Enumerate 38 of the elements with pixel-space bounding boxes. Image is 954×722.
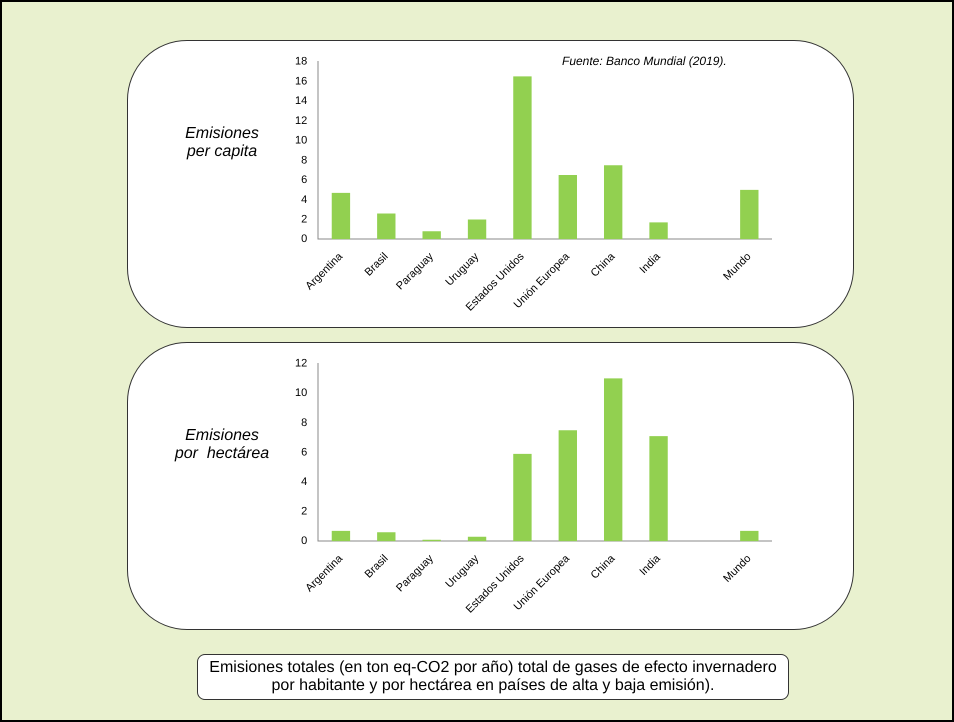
y-tick-label: 14 — [294, 95, 308, 108]
y-tick-label: 10 — [294, 387, 308, 400]
bar — [649, 436, 668, 542]
bar — [468, 219, 486, 240]
y-tick-label: 10 — [294, 134, 308, 147]
bar — [332, 192, 350, 240]
y-tick-label: 0 — [301, 233, 308, 246]
bar — [468, 536, 486, 542]
bar — [740, 190, 758, 240]
bar — [740, 530, 758, 542]
bar — [377, 214, 396, 240]
y-tick-label: 4 — [301, 194, 308, 206]
bar — [558, 430, 577, 542]
y-tick-label: 0 — [301, 535, 308, 548]
text: Emisiones totales (en ton eq-CO2 por año) total de gases de efecto invernadero por habitante y por hectárea en países de alta y baja emisión). — [197, 654, 789, 700]
y-tick-label: 6 — [301, 174, 308, 186]
bar — [649, 222, 668, 240]
bar — [558, 175, 577, 240]
y-tick-label: 8 — [301, 154, 308, 166]
y-tick-label: 4 — [301, 476, 308, 488]
y-tick-label: 12 — [294, 114, 308, 127]
bar — [513, 76, 532, 240]
bar — [604, 378, 622, 542]
y-tick-label: 2 — [301, 506, 308, 518]
y-tick-label: 12 — [294, 358, 308, 370]
y-axis-title: Emisiones por hectárea — [174, 427, 270, 463]
y-tick-label: 2 — [301, 213, 308, 226]
annotation: Fuente: Banco Mundial (2019). — [562, 54, 728, 68]
bar — [332, 530, 350, 542]
bar — [513, 454, 532, 542]
bar — [604, 165, 622, 240]
bar — [422, 231, 441, 240]
bar — [377, 532, 396, 542]
y-tick-label: 6 — [301, 446, 308, 458]
y-tick-label: 18 — [294, 56, 308, 68]
y-tick-label: 16 — [294, 75, 308, 88]
y-tick-label: 8 — [301, 416, 308, 429]
y-axis-title: Emisiones per capita — [184, 125, 260, 161]
